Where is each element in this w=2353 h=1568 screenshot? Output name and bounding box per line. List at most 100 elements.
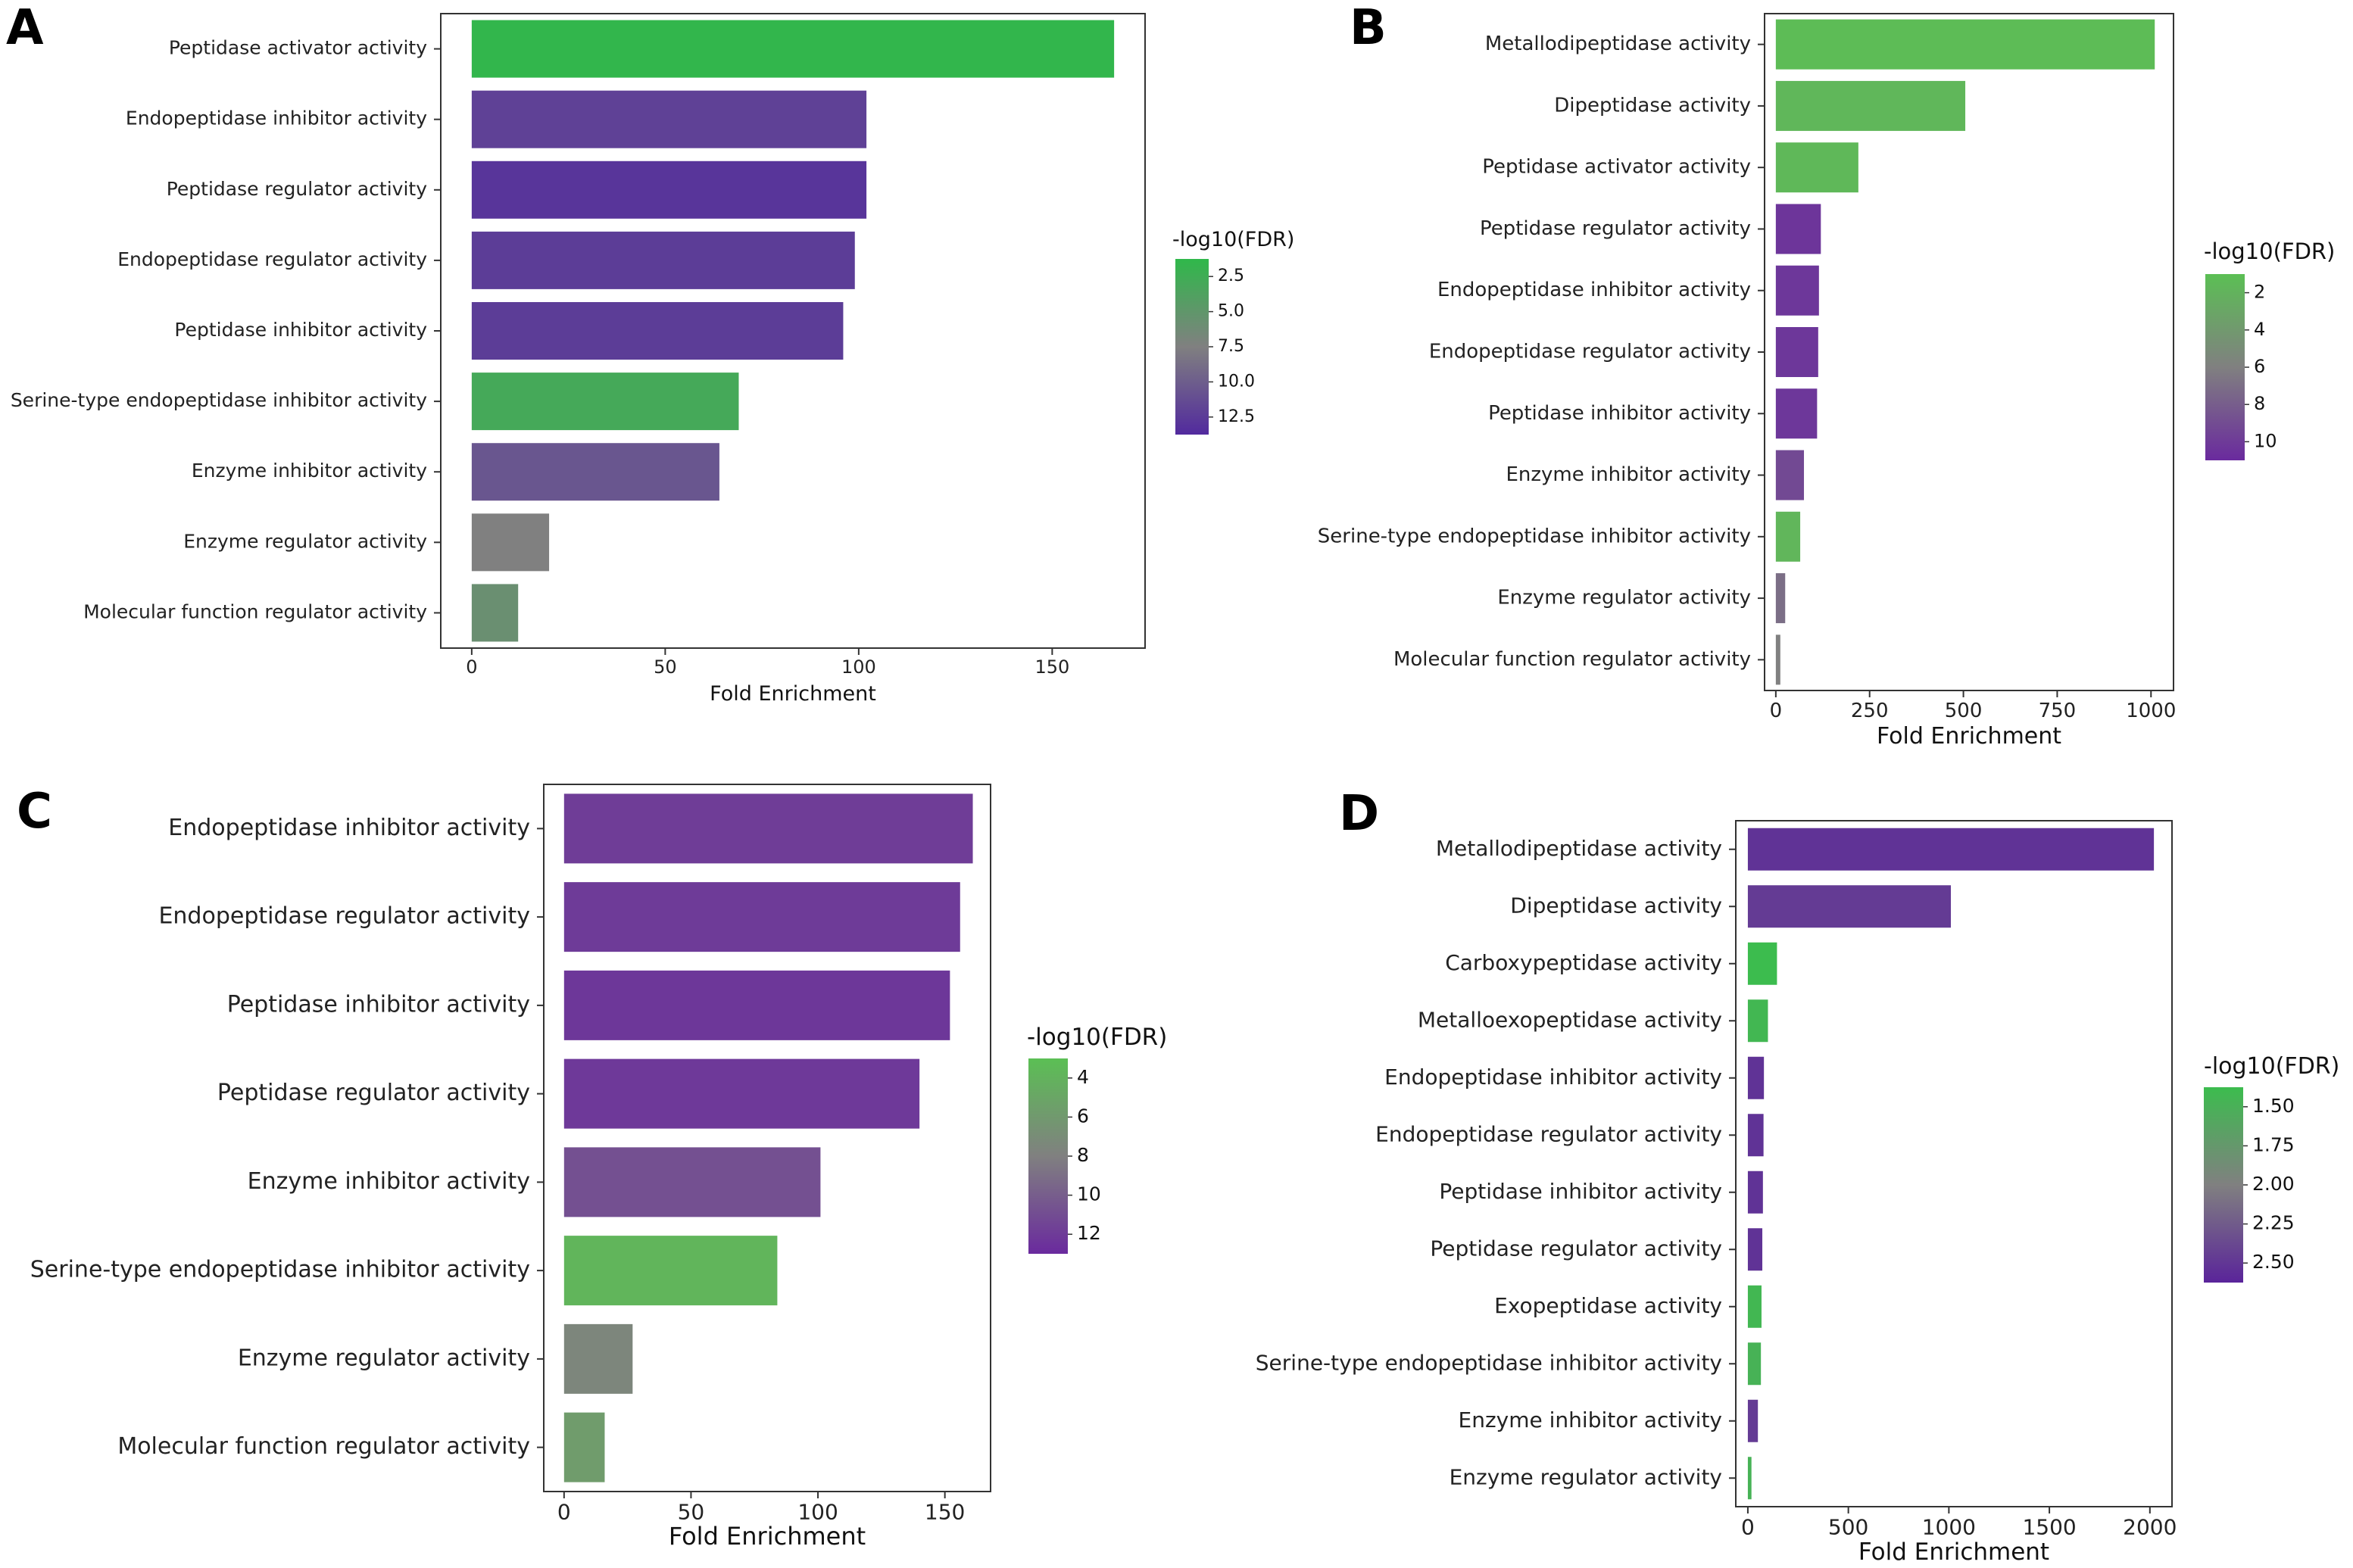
panel-c: C Endopeptidase inhibitor activity Endopep…	[17, 784, 1167, 1551]
category-label: Endopeptidase regulator activity	[117, 248, 427, 270]
bar	[471, 373, 739, 431]
bar	[1747, 1056, 1765, 1099]
colorbar-tick-label: 8	[1077, 1144, 1089, 1166]
category-label: Molecular function regulator activity	[117, 1433, 530, 1460]
axes-frame	[543, 784, 991, 1492]
x-tick-label: 1000	[1922, 1514, 1976, 1539]
bar	[471, 161, 867, 219]
bar	[1775, 511, 1801, 562]
bar	[1747, 999, 1768, 1043]
bar	[471, 302, 844, 360]
colorbar-tick-label: 10.0	[1218, 372, 1255, 391]
category-label: Serine-type endopeptidase inhibitor acti…	[1256, 1350, 1722, 1375]
bar	[1747, 1171, 1763, 1214]
bar	[1747, 1228, 1763, 1271]
bar	[563, 1058, 920, 1129]
colorbar	[2204, 1087, 2243, 1283]
colorbar	[1028, 1058, 1068, 1254]
category-label: Enzyme inhibitor activity	[192, 460, 427, 482]
colorbar-tick-label: 2.25	[2252, 1212, 2295, 1234]
bar	[1747, 828, 2155, 871]
x-tick-label: 1000	[2126, 700, 2176, 722]
category-label: Peptidase activator activity	[1482, 156, 1751, 179]
bar	[1775, 388, 1818, 439]
colorbar-tick-label: 2.50	[2252, 1251, 2295, 1273]
colorbar-title: -log10(FDR)	[1172, 228, 1294, 251]
panel-a: A Peptidase activator activity Endopeptida…	[6, 0, 1294, 706]
x-tick-label: 500	[1945, 700, 1983, 722]
category-label: Carboxypeptidase activity	[1445, 950, 1722, 975]
x-tick-label: 100	[797, 1499, 838, 1524]
bar	[1747, 1285, 1762, 1328]
colorbar	[1175, 259, 1209, 435]
panel-d: D Metallodipeptidase activity Dipeptidase …	[1256, 786, 2340, 1566]
bar	[1775, 327, 1818, 377]
panel-letter: D	[1339, 786, 1379, 842]
category-label: Peptidase regulator activity	[167, 178, 427, 200]
category-label: Peptidase inhibitor activity	[1488, 402, 1751, 425]
category-label: Peptidase regulator activity	[217, 1080, 530, 1106]
category-label: Enzyme regulator activity	[1497, 587, 1751, 609]
x-tick-label: 0	[466, 656, 477, 678]
colorbar-tick-label: 6	[2254, 356, 2265, 377]
colorbar-tick-label: 10	[1077, 1183, 1101, 1205]
x-tick-label: 0	[557, 1499, 571, 1524]
category-label: Serine-type endopeptidase inhibitor acti…	[11, 389, 427, 411]
x-axis-title: Fold Enrichment	[1877, 723, 2061, 750]
bar	[471, 443, 719, 501]
category-label: Endopeptidase inhibitor activity	[1384, 1065, 1722, 1089]
bar	[563, 793, 973, 864]
bar	[563, 1147, 821, 1217]
colorbar-tick-label: 10	[2254, 430, 2277, 451]
colorbar-tick-label: 4	[2254, 319, 2265, 340]
x-tick-label: 150	[1035, 656, 1069, 678]
category-label: Endopeptidase inhibitor activity	[126, 108, 427, 129]
category-label: Molecular function regulator activity	[1393, 648, 1751, 671]
bar	[471, 90, 867, 148]
colorbar-title: -log10(FDR)	[2204, 1053, 2339, 1080]
category-label: Metallodipeptidase activity	[1485, 33, 1751, 55]
bar	[1775, 204, 1821, 254]
bar	[1775, 80, 1966, 131]
bar	[1775, 265, 1819, 316]
axes-frame	[1735, 820, 2173, 1507]
category-label: Enzyme regulator activity	[1450, 1464, 1722, 1489]
colorbar-tick-label: 1.50	[2252, 1095, 2295, 1117]
bar	[471, 20, 1115, 78]
category-label: Endopeptidase regulator activity	[1375, 1121, 1722, 1146]
panel-letter: A	[6, 0, 44, 56]
category-label: Enzyme regulator activity	[183, 530, 427, 552]
x-axis-title: Fold Enrichment	[710, 682, 876, 706]
category-label: Enzyme regulator activity	[238, 1345, 530, 1371]
x-tick-label: 100	[841, 656, 876, 678]
x-tick-label: 150	[925, 1499, 965, 1524]
colorbar-tick-label: 5.0	[1218, 302, 1244, 321]
category-label: Endopeptidase regulator activity	[158, 903, 530, 930]
colorbar-tick-label: 2	[2254, 282, 2265, 303]
category-label: Enzyme inhibitor activity	[248, 1168, 530, 1195]
category-label: Peptidase inhibitor activity	[174, 319, 427, 341]
x-tick-label: 0	[1741, 1514, 1755, 1539]
category-label: Exopeptidase activity	[1494, 1293, 1722, 1318]
bar	[1747, 1399, 1759, 1442]
colorbar-title: -log10(FDR)	[1027, 1024, 1167, 1051]
bar	[471, 584, 519, 642]
category-label: Metalloexopeptidase activity	[1418, 1007, 1722, 1032]
category-label: Endopeptidase regulator activity	[1429, 341, 1751, 363]
bar	[1747, 1342, 1762, 1386]
bar	[563, 1412, 605, 1482]
bar	[563, 882, 960, 952]
category-label: Molecular function regulator activity	[83, 600, 427, 622]
x-tick-label: 1500	[2022, 1514, 2076, 1539]
colorbar-tick-label: 12.5	[1218, 407, 1255, 426]
bar	[1775, 450, 1805, 500]
category-label: Dipeptidase activity	[1510, 893, 1722, 918]
category-label: Endopeptidase inhibitor activity	[168, 815, 530, 841]
bar	[563, 970, 950, 1040]
x-tick-label: 50	[654, 656, 677, 678]
x-tick-label: 250	[1851, 700, 1889, 722]
category-label: Peptidase regulator activity	[1480, 217, 1751, 240]
panel-letter: B	[1350, 0, 1387, 56]
colorbar-tick-label: 12	[1077, 1222, 1101, 1244]
